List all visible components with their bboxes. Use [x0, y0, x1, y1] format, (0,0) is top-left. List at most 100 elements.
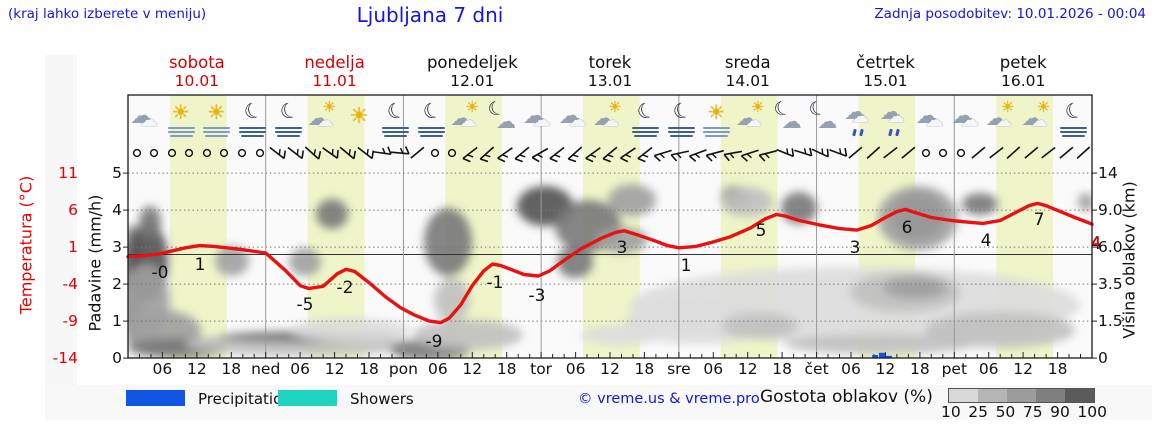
hour-label: 12 — [737, 360, 758, 378]
temperature-value-label: -1 — [487, 273, 504, 293]
cloudB-glyph: ☁ — [960, 109, 980, 131]
cloudB-glyph: ☁ — [924, 109, 944, 131]
hour-label: 06 — [152, 360, 173, 378]
wind-barb-icon — [547, 142, 568, 168]
moon-fog-icon: ☾ — [1056, 97, 1092, 143]
shower-icon: ☁ ☁ — [878, 98, 914, 143]
precipitation-label: Precipitation — [198, 390, 292, 408]
precip-bar — [885, 355, 892, 358]
cloudA-glyph: ☁ — [130, 103, 153, 129]
precipitation-swatch — [126, 390, 185, 406]
hour-label: 12 — [1013, 360, 1033, 378]
density-scale-segment — [1007, 389, 1036, 402]
day-date: 12.01 — [450, 72, 495, 90]
hour-label: 06 — [703, 360, 724, 378]
hour-label: 12 — [600, 360, 620, 378]
cloudB-glyph: ☁ — [886, 106, 905, 127]
cloud-sun-icon: ☀ ☁ ☁ — [592, 98, 628, 143]
sun-glyph: ☀ — [207, 100, 226, 124]
hour-label: 18 — [772, 360, 792, 378]
wind-barb-icon — [583, 142, 604, 168]
temp-num-tick-label: -4 — [62, 275, 78, 294]
moon-fog-icon: ☾ — [235, 97, 271, 143]
wind-calm-icon — [232, 142, 253, 168]
cloudB-glyph: ☁ — [139, 109, 158, 131]
wind-calm-icon — [127, 142, 148, 168]
day-header: sobota 10.01 — [128, 53, 266, 93]
wind-calm-icon — [916, 142, 937, 168]
cloudA-glyph: ☁ — [879, 100, 902, 125]
sun-fog-icon: ☀ — [699, 98, 735, 143]
moon-fog-icon: ☾ — [664, 97, 700, 143]
cloudA-glyph: ☁ — [781, 109, 802, 133]
wind-barb-icon — [355, 142, 376, 168]
cloudA-glyph: ☁ — [522, 103, 546, 129]
day-name: sobota — [168, 53, 225, 72]
wind-barb-icon — [793, 142, 814, 168]
moon-fog-icon: ☾ — [628, 96, 664, 143]
wind-barb-icon — [618, 142, 639, 168]
wind-barb-icon — [775, 142, 796, 168]
sun-glyph: ☀ — [349, 104, 369, 129]
temp-axis-title: Temperatura (°C) — [16, 175, 36, 315]
temperature-value-label: 3 — [850, 238, 861, 258]
hour-label: 18 — [1047, 360, 1068, 378]
km-num-tick-label: 3.5 — [1098, 275, 1123, 294]
cloudA-glyph: ☁ — [915, 103, 939, 129]
wind-calm-icon — [442, 142, 463, 168]
wind-barb-icon — [390, 142, 411, 168]
wind-barb-icon — [1038, 142, 1059, 168]
temp-num-tick-label: 6 — [68, 201, 78, 220]
wind-calm-icon — [179, 142, 200, 168]
hour-label: 18 — [634, 360, 655, 378]
day-name: četrtek — [856, 53, 915, 72]
density-tick-label: 90 — [1050, 403, 1070, 421]
density-scale-segment — [978, 389, 1007, 402]
wind-calm-icon — [250, 142, 271, 168]
cloudA-glyph: ☁ — [735, 106, 757, 130]
cloudB-glyph: ☁ — [459, 111, 477, 131]
moon-cloud-icon: ☾ ☁ — [485, 96, 521, 143]
temp-num-tick-label: 1 — [68, 238, 78, 257]
cloud-sun-icon: ☀ ☁ ☁ — [307, 98, 343, 143]
wind-barb-icon — [302, 142, 323, 168]
precip-num-tick-label: 0 — [112, 349, 122, 368]
day-name: nedelja — [304, 53, 365, 72]
wind-barb-icon — [1021, 142, 1042, 168]
cloudA-glyph: ☁ — [1021, 106, 1043, 130]
wind-barb-icon — [407, 142, 428, 168]
moon-fog-icon: ☾ — [414, 96, 450, 143]
cloud-density-scale — [948, 388, 1095, 403]
temperature-value-label: 3 — [617, 238, 628, 258]
moon-glyph: ☾ — [419, 96, 445, 126]
sun-icon: ☀ — [342, 98, 378, 143]
wind-barb-icon — [810, 142, 831, 168]
density-scale-segment — [1036, 389, 1065, 402]
wind-calm-icon — [933, 142, 954, 168]
cloudA-glyph: ☁ — [307, 106, 329, 130]
legend-row: Precipitation Showers © vreme.us & vreme… — [45, 385, 1152, 421]
cloudB-glyph: ☁ — [531, 109, 551, 131]
wind-barb-icon — [372, 142, 393, 168]
hour-label: 06 — [290, 360, 310, 378]
cloudB-glyph: ☁ — [1030, 111, 1048, 131]
temperature-value-label: 4 — [981, 231, 992, 251]
moon-cloud-icon: ☾ ☁ — [771, 96, 807, 143]
moon-fog-icon: ☾ — [378, 97, 414, 143]
moon-glyph: ☾ — [276, 96, 302, 126]
day-abbr-label: sre — [667, 360, 691, 378]
day-headers: sobota 10.01 nedelja 11.01 ponedeljek 12.01 to… — [128, 53, 1092, 93]
day-abbr-label: pon — [388, 360, 418, 378]
day-date: 15.01 — [863, 72, 908, 90]
cloudB-glyph: ☁ — [602, 111, 620, 131]
wind-barb-icon — [320, 142, 341, 168]
cloudB-glyph: ☁ — [316, 111, 334, 131]
last-update: Zadnja posodobitev: 10.01.2026 - 00:04 — [874, 6, 1146, 22]
moon-glyph: ☾ — [633, 96, 659, 126]
cloud-sun-icon: ☀ ☁ ☁ — [985, 98, 1021, 143]
day-date: 14.01 — [725, 72, 770, 90]
page-title: Ljubljana 7 dni — [356, 3, 504, 27]
clouds-icon: ☁ ☁ — [913, 98, 949, 143]
km-num-tick-label: 0 — [1098, 349, 1108, 368]
